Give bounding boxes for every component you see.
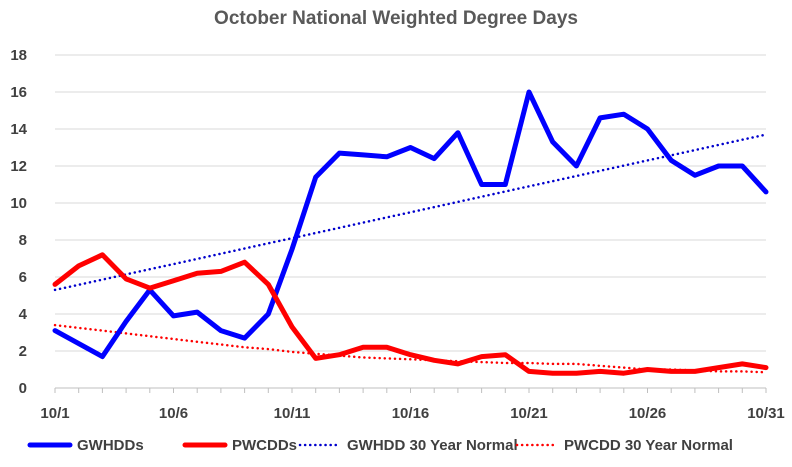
legend-label: PWCDDs: [232, 437, 297, 454]
series-line-pwcdds: [52, 252, 769, 376]
series-line-pwcdd-30-year-normal: [53, 323, 768, 374]
y-tick-label: 8: [19, 232, 27, 249]
series-line-gwhdd-30-year-normal: [53, 133, 768, 292]
axes: 0 2 4 6 8 10 12 14 16 18 10/1 10/6 10/11 10/16 10/21 10…: [10, 47, 784, 422]
chart-title: October National Weighted Degree Days: [214, 8, 578, 29]
y-tick-label: 4: [19, 306, 28, 323]
x-tick-label: 10/6: [159, 405, 188, 422]
x-tick-label: 10/1: [40, 405, 69, 422]
series-lines: [52, 89, 769, 376]
x-tick-label: 10/16: [392, 405, 430, 422]
y-tick-label: 6: [19, 269, 27, 286]
x-tick-label: 10/21: [510, 405, 548, 422]
y-tick-label: 2: [19, 343, 27, 360]
x-tick-label: 10/26: [629, 405, 667, 422]
y-tick-label: 18: [10, 47, 27, 64]
legend-label: PWCDD 30 Year Normal: [564, 437, 733, 454]
y-tick-label: 10: [10, 195, 27, 212]
series-line-gwhdds: [52, 89, 769, 360]
y-tick-label: 0: [19, 380, 27, 397]
legend-label: GWHDD 30 Year Normal: [347, 437, 518, 454]
y-tick-label: 16: [10, 84, 27, 101]
legend: GWHDDs PWCDDs GWHDD 30 Year Normal PWCDD 30…: [27, 437, 733, 454]
y-tick-label: 14: [10, 121, 27, 138]
y-tick-label: 12: [10, 158, 27, 175]
legend-label: GWHDDs: [77, 437, 144, 454]
x-tick-label: 10/11: [274, 405, 311, 422]
x-tick-label: 10/31: [747, 405, 785, 422]
